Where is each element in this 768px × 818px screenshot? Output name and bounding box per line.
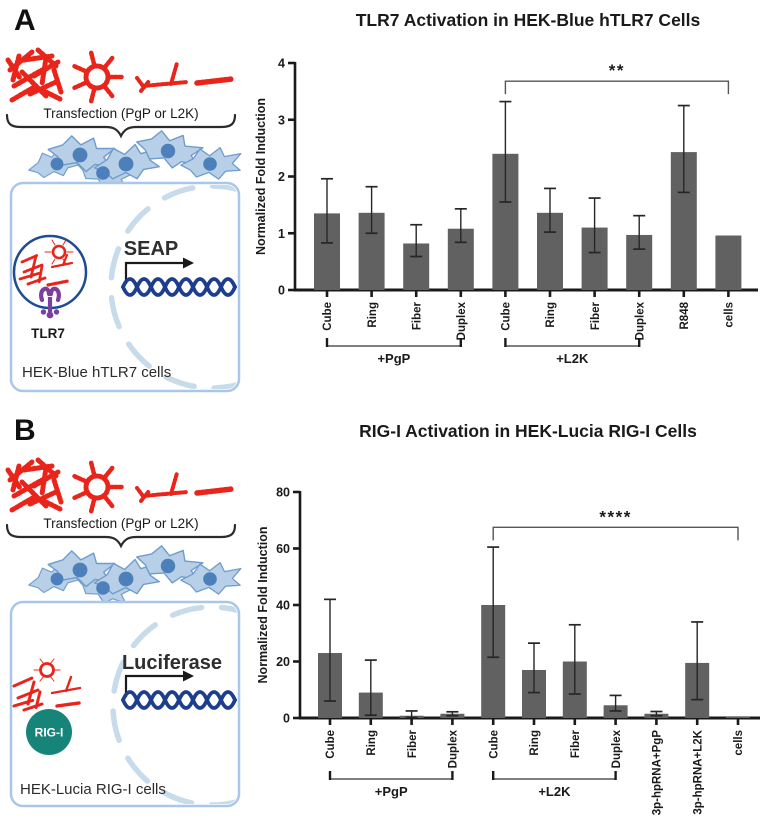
y-tick-label: 60: [276, 542, 290, 556]
panel-b-label: B: [14, 414, 36, 447]
cube-nanostructure-icon: [5, 457, 64, 513]
dna-helix-icon: [121, 277, 237, 297]
y-tick-label: 0: [278, 284, 285, 298]
y-tick-label: 2: [278, 170, 285, 184]
cytosolic-rna: [12, 658, 82, 712]
significance-bracket: [504, 80, 730, 95]
x-tick-label: cells: [724, 302, 736, 328]
panel-a-label: A: [14, 4, 36, 37]
nuclear-envelope: [110, 604, 237, 804]
cell-cluster: [24, 125, 244, 196]
y-tick-label: 1: [278, 227, 285, 241]
cell-line-label: HEK-Blue hTLR7 cells: [22, 364, 171, 381]
cell-line-label: HEK-Lucia RIG-I cells: [20, 781, 166, 798]
x-tick-label: 3p-hpRNA+PgP: [652, 730, 664, 816]
receptor-label: RIG-I: [35, 726, 64, 740]
x-tick-label: Fiber: [407, 729, 419, 758]
transfection-label: Transfection (PgP or L2K): [43, 516, 198, 531]
transfection-brace: [5, 113, 237, 139]
panel-a-chart: TLR7 Activation in HEK-Blue hTLR7 Cells N…: [254, 10, 758, 366]
group-label: +L2K: [556, 351, 589, 366]
y-axis-label: Normalized Fold Induction: [256, 527, 270, 684]
ring-nanostructure-icon: [71, 49, 126, 105]
y-tick-label: 3: [278, 113, 285, 127]
cell-nuclei: [50, 558, 217, 595]
y-tick-label: 4: [278, 57, 285, 71]
tlr7-receptor-icon: [39, 286, 61, 319]
x-tick-label: cells: [733, 730, 745, 756]
y-tick-label: 20: [276, 655, 290, 669]
rna-nanostructures: [5, 47, 235, 105]
cell-nuclei: [50, 143, 217, 180]
x-tick-label: Cube: [501, 302, 513, 331]
x-tick-label: Cube: [322, 302, 334, 331]
x-tick-label: Ring: [545, 302, 557, 328]
fiber-nanostructure-icon: [135, 471, 189, 503]
x-tick-label: Fiber: [590, 301, 602, 330]
x-tick-label: Duplex: [634, 301, 646, 340]
x-tick-label: 3p-hpRNA+L2K: [692, 729, 704, 814]
duplex-nanostructure-icon: [194, 486, 235, 496]
cell-cluster: [24, 540, 244, 611]
transfection-brace: [5, 523, 237, 549]
promoter-arrowhead-icon: [183, 670, 194, 682]
endosome-rna: [18, 239, 74, 287]
chart-title: RIG-I Activation in HEK-Lucia RIG-I Cell…: [359, 421, 697, 441]
significance-label: ****: [599, 507, 631, 526]
group-label: +PgP: [377, 351, 410, 366]
group-label: +PgP: [375, 784, 408, 799]
x-tick-label: Duplex: [448, 729, 460, 768]
y-tick-label: 0: [283, 712, 290, 726]
y-tick-label: 40: [276, 599, 290, 613]
x-tick-label: Fiber: [411, 301, 423, 330]
chart-title: TLR7 Activation in HEK-Blue hTLR7 Cells: [356, 10, 701, 30]
x-tick-label: Ring: [529, 730, 541, 756]
rigi-receptor-icon: RIG-I: [26, 709, 72, 755]
promoter-arrow: [124, 261, 184, 284]
dna-helix-icon: [121, 690, 237, 710]
x-tick-label: Ring: [367, 302, 379, 328]
bar: [715, 235, 742, 290]
x-tick-label: Duplex: [611, 729, 623, 768]
group-label: +L2K: [538, 784, 571, 799]
x-tick-label: Fiber: [570, 729, 582, 758]
nuclear-envelope: [108, 185, 237, 389]
rna-nanostructures: [5, 457, 235, 515]
ring-nanostructure-icon: [71, 459, 126, 515]
panel-a-illustration: Transfection (PgP or L2K): [5, 47, 244, 393]
reporter-label: Luciferase: [122, 652, 222, 674]
duplex-nanostructure-icon: [194, 76, 235, 86]
promoter-arrow: [124, 674, 184, 697]
x-tick-label: Cube: [325, 730, 337, 759]
x-tick-label: Ring: [366, 730, 378, 756]
bar: [726, 716, 750, 718]
y-axis-label: Normalized Fold Induction: [254, 98, 268, 255]
x-tick-label: R848: [679, 301, 691, 329]
transfection-label: Transfection (PgP or L2K): [43, 106, 198, 121]
panel-b-illustration: Transfection (PgP or L2K): [5, 457, 244, 808]
x-tick-label: Duplex: [456, 301, 468, 340]
significance-bracket: [492, 526, 739, 541]
receptor-label: TLR7: [31, 326, 65, 341]
significance-label: **: [609, 61, 625, 80]
y-tick-label: 80: [276, 486, 290, 500]
fiber-nanostructure-icon: [135, 61, 189, 93]
promoter-arrowhead-icon: [183, 257, 194, 269]
panel-b-chart: RIG-I Activation in HEK-Lucia RIG-I Cell…: [256, 421, 760, 816]
x-tick-label: Cube: [488, 730, 500, 759]
cube-nanostructure-icon: [5, 47, 64, 103]
reporter-label: SEAP: [124, 238, 178, 260]
